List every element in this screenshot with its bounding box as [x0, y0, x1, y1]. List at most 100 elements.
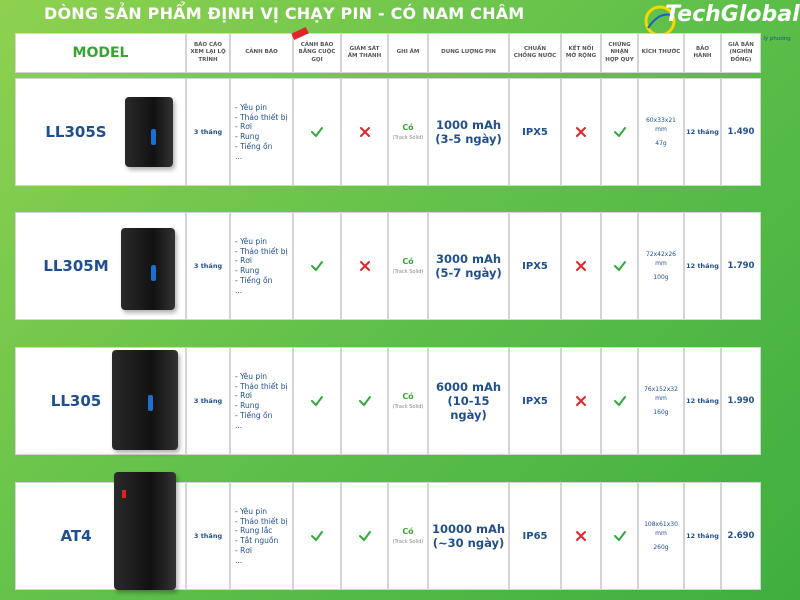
waterproof: IPX5 — [522, 395, 548, 407]
header-cell: CẢNH BÁO BẰNG CUỘC GỌI — [291, 26, 341, 73]
model-name: LL305S — [45, 123, 107, 141]
weight: 100g — [653, 273, 669, 281]
recording: Có — [402, 527, 414, 536]
warranty: 12 tháng — [686, 262, 719, 270]
header-cell: BÁO CÁO XEM LẠI LỘ TRÌNH — [186, 33, 230, 73]
expansion-cell — [561, 482, 601, 590]
check-icon — [311, 261, 323, 272]
new-badge — [291, 26, 309, 41]
header-text: BẢO HÀNH — [693, 45, 712, 59]
certified-cell — [601, 347, 638, 455]
warranty-cell: 12 tháng — [684, 78, 721, 186]
price-cell: 1.990 — [721, 347, 761, 455]
size: 108x61x30 mm — [644, 521, 678, 537]
alert-item: - Tiếng ồn — [235, 275, 273, 285]
battery: 6000 mAh — [435, 380, 502, 394]
alert-item: - Yêu pin — [235, 102, 268, 112]
battery-cell: 10000 mAh (~30 ngày) — [428, 482, 509, 590]
alert-item: ... — [235, 285, 243, 295]
waterproof-cell: IPX5 — [509, 212, 561, 320]
alert-item: - Rơi — [235, 391, 252, 401]
device-image — [112, 350, 178, 450]
check-icon — [358, 396, 371, 407]
page-title: DÒNG SẢN PHẨM ĐỊNH VỊ CHẠY PIN - CÓ NAM … — [44, 4, 525, 23]
alert-item: - Tháo thiết bị — [235, 112, 288, 122]
recording-cell: Có (Track Solid) — [388, 347, 428, 455]
alert-item: ... — [235, 151, 243, 161]
battery-life: (5-7 ngày) — [435, 266, 502, 280]
device-image — [114, 472, 176, 590]
model-name: LL305M — [43, 257, 109, 275]
expansion-cell — [561, 212, 601, 320]
warranty-cell: 12 tháng — [684, 212, 721, 320]
weight: 160g — [653, 408, 669, 416]
check-icon — [613, 396, 626, 407]
header-text: CẢNH BÁO BẰNG CUỘC GỌI — [298, 41, 336, 63]
weight: 260g — [653, 543, 669, 551]
report: 3 tháng — [193, 397, 223, 405]
recording-cell: Có (Track Solid) — [388, 78, 428, 186]
battery: 10000 mAh — [431, 522, 506, 536]
waterproof: IPX5 — [522, 260, 548, 272]
alert-item: - Yêu pin — [235, 236, 268, 246]
header-text: GIÁM SÁT ÂM THANH — [347, 45, 382, 59]
header-text: MODEL — [72, 45, 129, 61]
audio-monitor-cell — [341, 347, 388, 455]
check-icon — [311, 127, 323, 138]
alert-item: - Rơi — [235, 545, 252, 555]
recording: Có — [402, 392, 414, 401]
call-alert-cell — [293, 482, 341, 590]
warranty: 12 tháng — [686, 532, 719, 540]
check-icon — [311, 531, 323, 542]
size: 60x33x21 mm — [645, 117, 676, 133]
header-cell: GIÁM SÁT ÂM THANH — [341, 33, 388, 73]
header-cell: KẾT NỐI MỞ RỘNG — [561, 33, 601, 73]
header-text: KÍCH THƯỚC — [641, 49, 681, 56]
price-cell: 2.690 — [721, 482, 761, 590]
alerts-cell: - Yêu pin - Tháo thiết bị - Rơi - Rung - Tiế… — [230, 347, 293, 455]
cross-icon — [359, 127, 370, 137]
alert-item: - Tháo thiết bị — [235, 516, 288, 526]
device-led — [122, 490, 126, 498]
device-image — [121, 228, 175, 310]
size-cell: 60x33x21 mm 47g — [638, 78, 684, 186]
device-led — [148, 395, 154, 411]
alert-item: - Yêu pin — [235, 506, 268, 516]
expansion-cell — [561, 78, 601, 186]
alert-item: - Tiếng ồn — [235, 141, 273, 151]
cross-icon — [576, 531, 586, 541]
price: 1.490 — [727, 127, 755, 137]
report-cell: 3 tháng — [186, 212, 230, 320]
header-text: DUNG LƯỢNG PIN — [441, 49, 496, 56]
price: 1.990 — [727, 396, 755, 406]
battery: 1000 mAh — [435, 118, 502, 132]
recording-note: (Track Solid) — [392, 539, 424, 545]
size-cell: 108x61x30 mm 260g — [638, 482, 684, 590]
waterproof: IPX5 — [522, 126, 548, 138]
recording-note: (Track Solid) — [392, 404, 424, 410]
report-cell: 3 tháng — [186, 347, 230, 455]
warranty-cell: 12 tháng — [684, 347, 721, 455]
size: 72x42x26 mm — [645, 251, 676, 267]
device-led — [151, 128, 157, 145]
battery-cell: 1000 mAh (3-5 ngày) — [428, 78, 509, 186]
battery-life: (~30 ngày) — [432, 536, 505, 550]
call-alert-cell — [293, 347, 341, 455]
battery-cell: 3000 mAh (5-7 ngày) — [428, 212, 509, 320]
device-image — [125, 97, 173, 167]
recording-note: (Track Solid) — [392, 269, 424, 275]
alert-item: - Yêu pin — [235, 371, 268, 381]
check-icon — [613, 261, 626, 272]
cross-icon — [359, 261, 370, 271]
recording: Có — [402, 123, 414, 132]
check-icon — [311, 396, 323, 407]
header-cell: KÍCH THƯỚC — [638, 33, 684, 73]
audio-monitor-cell — [341, 78, 388, 186]
header-cell: CẢNH BÁO — [230, 33, 293, 73]
weight: 47g — [655, 139, 667, 147]
alert-item: ... — [235, 420, 243, 430]
price-cell: 1.490 — [721, 78, 761, 186]
alert-item: - Rung — [235, 132, 260, 141]
header-cell: GIÁ BÁN (NGHÌN ĐỒNG) — [721, 33, 761, 73]
check-icon — [613, 531, 626, 542]
